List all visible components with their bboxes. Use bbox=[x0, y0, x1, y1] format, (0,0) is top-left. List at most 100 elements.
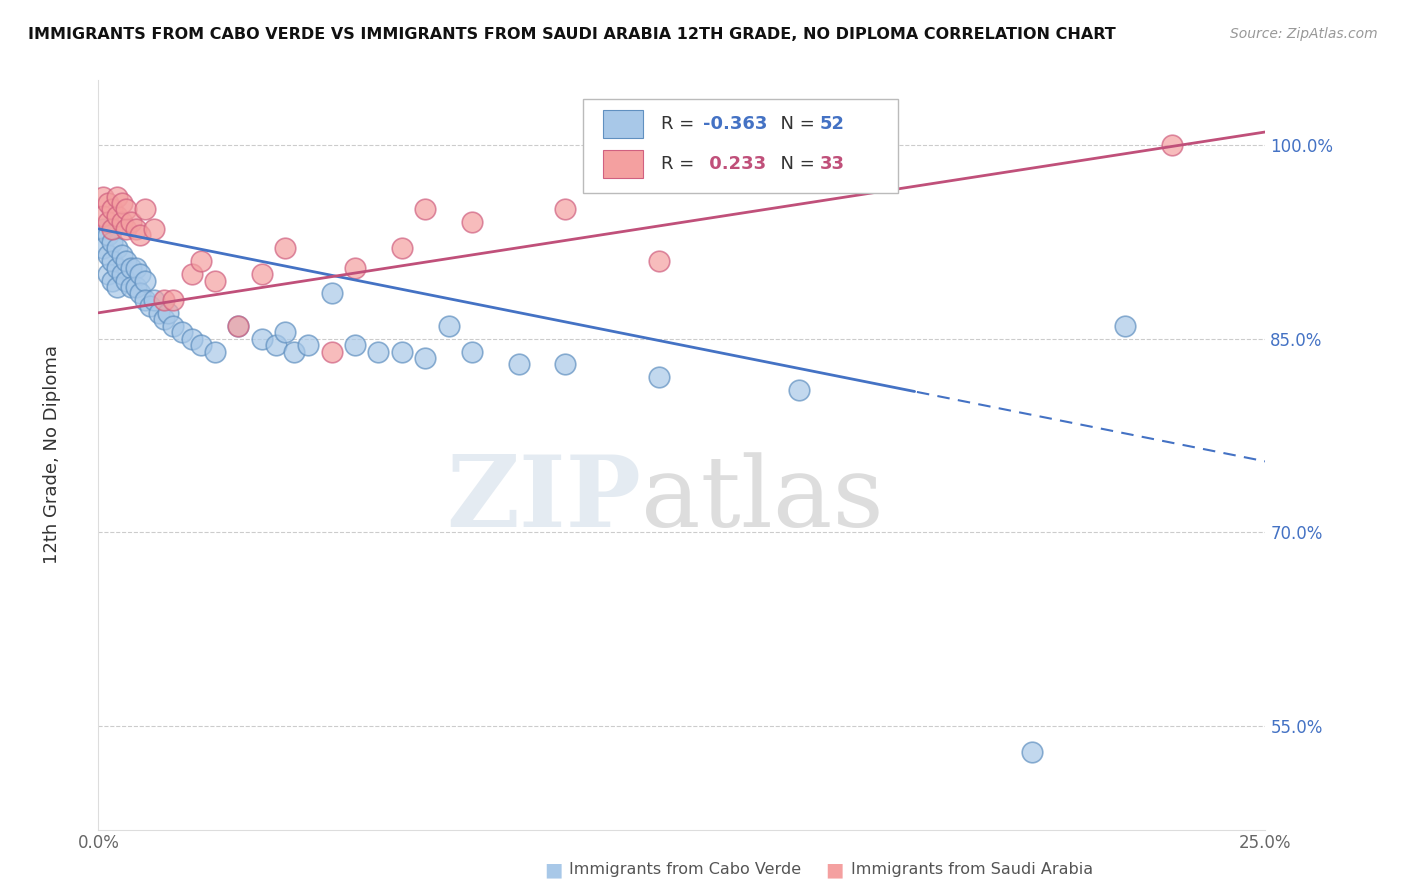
FancyBboxPatch shape bbox=[582, 99, 898, 193]
Point bbox=[190, 338, 212, 352]
Point bbox=[115, 254, 138, 268]
Text: 12th Grade, No Diploma: 12th Grade, No Diploma bbox=[42, 345, 60, 565]
Point bbox=[162, 318, 184, 333]
Text: Immigrants from Cabo Verde: Immigrants from Cabo Verde bbox=[569, 863, 801, 877]
Point bbox=[97, 267, 120, 281]
Point bbox=[413, 202, 436, 217]
Point bbox=[283, 344, 305, 359]
Point bbox=[91, 241, 114, 255]
Point bbox=[321, 344, 343, 359]
Text: -0.363: -0.363 bbox=[703, 115, 768, 133]
Point bbox=[129, 267, 152, 281]
Point bbox=[148, 306, 170, 320]
Point bbox=[250, 267, 273, 281]
Text: Immigrants from Saudi Arabia: Immigrants from Saudi Arabia bbox=[851, 863, 1092, 877]
Text: ZIP: ZIP bbox=[446, 451, 641, 549]
Point bbox=[139, 299, 162, 313]
Text: R =: R = bbox=[661, 115, 700, 133]
Point bbox=[461, 215, 484, 229]
Point bbox=[101, 235, 124, 249]
Point bbox=[152, 312, 174, 326]
Bar bbox=[603, 150, 644, 178]
Point bbox=[105, 260, 128, 275]
Point bbox=[274, 241, 297, 255]
Point bbox=[105, 209, 128, 223]
Text: R =: R = bbox=[661, 155, 700, 173]
Point bbox=[647, 370, 669, 384]
Point bbox=[204, 344, 226, 359]
Point bbox=[391, 241, 413, 255]
Point bbox=[250, 332, 273, 346]
Point bbox=[228, 318, 250, 333]
Text: 52: 52 bbox=[820, 115, 845, 133]
Point bbox=[297, 338, 319, 352]
Point bbox=[554, 202, 576, 217]
Text: 33: 33 bbox=[820, 155, 845, 173]
Text: N =: N = bbox=[769, 155, 821, 173]
Text: Source: ZipAtlas.com: Source: ZipAtlas.com bbox=[1230, 27, 1378, 41]
Point bbox=[143, 293, 166, 307]
Point bbox=[111, 267, 134, 281]
Point bbox=[125, 260, 148, 275]
Point bbox=[91, 222, 114, 236]
Point bbox=[274, 325, 297, 339]
Point bbox=[115, 202, 138, 217]
Point bbox=[143, 222, 166, 236]
Point bbox=[115, 273, 138, 287]
Point bbox=[264, 338, 287, 352]
Point bbox=[152, 293, 174, 307]
Point bbox=[129, 286, 152, 301]
Text: IMMIGRANTS FROM CABO VERDE VS IMMIGRANTS FROM SAUDI ARABIA 12TH GRADE, NO DIPLOM: IMMIGRANTS FROM CABO VERDE VS IMMIGRANTS… bbox=[28, 27, 1116, 42]
Text: ■: ■ bbox=[825, 860, 844, 880]
Point bbox=[101, 273, 124, 287]
Point bbox=[120, 260, 142, 275]
Point bbox=[344, 260, 367, 275]
Point bbox=[101, 222, 124, 236]
Point bbox=[1161, 137, 1184, 152]
Point bbox=[91, 189, 114, 203]
Point bbox=[105, 241, 128, 255]
Point bbox=[508, 358, 530, 372]
Point bbox=[554, 358, 576, 372]
Point bbox=[125, 280, 148, 294]
Point bbox=[115, 222, 138, 236]
Point bbox=[101, 202, 124, 217]
Point bbox=[1021, 745, 1043, 759]
Point bbox=[111, 215, 134, 229]
Text: atlas: atlas bbox=[641, 452, 884, 548]
Point bbox=[180, 332, 202, 346]
Text: ■: ■ bbox=[544, 860, 562, 880]
Point bbox=[461, 344, 484, 359]
Point bbox=[391, 344, 413, 359]
Point bbox=[91, 209, 114, 223]
Point bbox=[321, 286, 343, 301]
Point bbox=[204, 273, 226, 287]
Point bbox=[111, 248, 134, 262]
Point bbox=[105, 189, 128, 203]
Text: 0.233: 0.233 bbox=[703, 155, 766, 173]
Point bbox=[97, 228, 120, 243]
Point bbox=[105, 280, 128, 294]
Point bbox=[228, 318, 250, 333]
Point bbox=[97, 215, 120, 229]
Point bbox=[190, 254, 212, 268]
Bar bbox=[603, 110, 644, 138]
Point bbox=[157, 306, 180, 320]
Point bbox=[367, 344, 389, 359]
Point bbox=[162, 293, 184, 307]
Point bbox=[134, 202, 156, 217]
Point bbox=[129, 228, 152, 243]
Point bbox=[97, 196, 120, 211]
Point bbox=[120, 280, 142, 294]
Point bbox=[413, 351, 436, 365]
Point bbox=[134, 293, 156, 307]
Point bbox=[134, 273, 156, 287]
Point bbox=[120, 215, 142, 229]
Point bbox=[344, 338, 367, 352]
Point bbox=[111, 196, 134, 211]
Point bbox=[172, 325, 194, 339]
Point bbox=[647, 254, 669, 268]
Text: N =: N = bbox=[769, 115, 821, 133]
Point bbox=[125, 222, 148, 236]
Point bbox=[787, 384, 810, 398]
